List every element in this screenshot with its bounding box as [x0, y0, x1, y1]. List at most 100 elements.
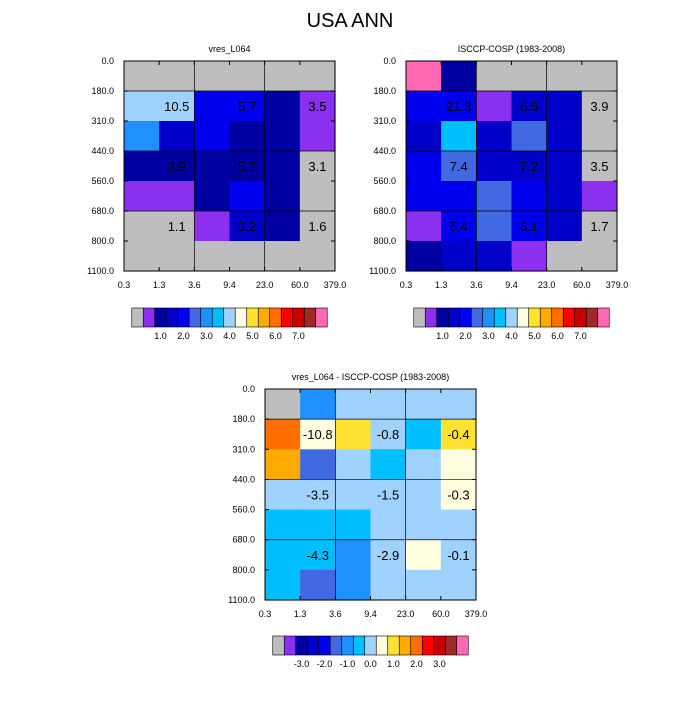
y-tick-label: 440.0 — [91, 146, 114, 156]
heatmap-cell — [511, 241, 548, 272]
value-label: 1.7 — [590, 219, 608, 234]
heatmap-cell — [124, 151, 160, 182]
heatmap-cell — [581, 61, 618, 92]
heatmap-cell — [441, 151, 477, 182]
colorbar-box — [516, 307, 530, 328]
heatmap-cell — [159, 241, 195, 272]
x-tick-label: 60.0 — [432, 609, 450, 619]
value-label: 3.1 — [308, 159, 326, 174]
heatmap-cell — [440, 389, 477, 420]
colorbar-box — [398, 635, 412, 656]
colorbar-box — [433, 635, 446, 656]
value-label: 7.4 — [450, 159, 468, 174]
heatmap-cell — [124, 121, 160, 152]
colorbar-box — [482, 307, 495, 328]
heatmap-cell — [159, 211, 195, 242]
colorbar-box — [188, 307, 202, 328]
y-tick-label: 310.0 — [232, 444, 255, 454]
heatmap-cell — [441, 61, 477, 92]
colorbar-box — [165, 307, 179, 328]
y-tick-label: 0.0 — [101, 56, 114, 66]
y-tick-label: 1100.0 — [87, 266, 114, 276]
heatmap-cell — [440, 449, 477, 481]
colorbar-box — [375, 635, 389, 656]
heatmap-cell — [370, 569, 407, 601]
heatmap-cell — [229, 61, 266, 92]
colorbar-box — [234, 307, 248, 328]
heatmap-cell — [546, 61, 583, 92]
value-label: -0.1 — [447, 548, 469, 563]
colorbar-box — [387, 635, 400, 656]
x-tick-label: 1.3 — [435, 280, 448, 290]
colorbar-label: 5.0 — [246, 331, 259, 341]
x-tick-label: 3.6 — [188, 280, 201, 290]
x-tick-label: 9.4 — [505, 280, 518, 290]
value-label: 1.6 — [308, 219, 326, 234]
heatmap-cell — [406, 91, 442, 122]
value-label: 7.2 — [520, 159, 538, 174]
colorbar-box — [211, 307, 225, 328]
heatmap-cell — [406, 151, 442, 182]
heatmap-cell — [476, 61, 513, 92]
heatmap-cell — [405, 419, 442, 450]
x-tick-label: 9.4 — [223, 280, 236, 290]
heatmap-cell — [229, 151, 266, 182]
colorbar-box — [447, 307, 461, 328]
x-tick-label: 379.0 — [606, 280, 629, 290]
y-tick-label: 1100.0 — [228, 595, 255, 605]
heatmap-cell — [299, 61, 336, 92]
colorbar-box — [352, 635, 366, 656]
heatmap-cell — [335, 449, 372, 481]
y-tick-label: 680.0 — [232, 535, 255, 545]
value-label: 6.5 — [520, 99, 538, 114]
heatmap-cell — [511, 121, 548, 152]
x-tick-label: 0.3 — [259, 609, 272, 619]
colorbar-label: 3.0 — [482, 331, 495, 341]
colorbar-box — [223, 307, 236, 328]
value-label: 3.5 — [590, 159, 608, 174]
heatmap-cell — [124, 211, 160, 242]
heatmap-cell — [335, 419, 372, 450]
colorbar-box — [280, 307, 294, 328]
heatmap-cell — [124, 61, 160, 92]
heatmap-cell — [441, 181, 477, 212]
panel-title: vres_L064 - ISCCP-COSP (1983-2008) — [292, 372, 449, 382]
heatmap-cell — [264, 151, 301, 182]
heatmap-cell — [229, 121, 266, 152]
colorbar: 1.0 2.0 3.0 4.0 5.0 6.0 7.0 — [413, 307, 610, 341]
colorbar-label: 1.0 — [436, 331, 449, 341]
colorbar-box — [539, 307, 553, 328]
heatmap-cell — [511, 181, 548, 212]
colorbar-label: 6.0 — [269, 331, 282, 341]
heatmap-cell — [546, 241, 583, 272]
x-tick-label: 23.0 — [256, 280, 274, 290]
colorbar-box — [424, 307, 438, 328]
colorbar-box — [272, 635, 285, 656]
heatmap-cell — [476, 241, 513, 272]
colorbar-box — [413, 307, 426, 328]
heatmap-cell — [300, 389, 336, 420]
colorbar-box — [493, 307, 507, 328]
colorbar-box — [200, 307, 213, 328]
colorbar-label: 5.0 — [528, 331, 541, 341]
value-label: -4.3 — [307, 548, 329, 563]
heatmap-cell — [370, 389, 407, 420]
colorbar-label: 2.0 — [410, 659, 423, 669]
y-tick-label: 560.0 — [91, 176, 114, 186]
colorbar-box — [306, 635, 320, 656]
heatmap-cell — [300, 569, 336, 601]
colorbar-label: 4.0 — [223, 331, 236, 341]
heatmap-cell — [581, 91, 618, 122]
x-tick-label: 23.0 — [538, 280, 556, 290]
colorbar-box — [505, 307, 518, 328]
heatmap-cell — [194, 181, 231, 212]
colorbar-box — [562, 307, 576, 328]
value-label: 10.5 — [164, 99, 189, 114]
y-tick-label: 560.0 — [373, 176, 396, 186]
heatmap-cell — [300, 539, 336, 571]
colorbar-box — [436, 307, 449, 328]
y-tick-label: 180.0 — [373, 86, 396, 96]
x-tick-label: 3.6 — [329, 609, 342, 619]
colorbar-label: -3.0 — [294, 659, 310, 669]
heatmap-cell — [581, 211, 618, 242]
